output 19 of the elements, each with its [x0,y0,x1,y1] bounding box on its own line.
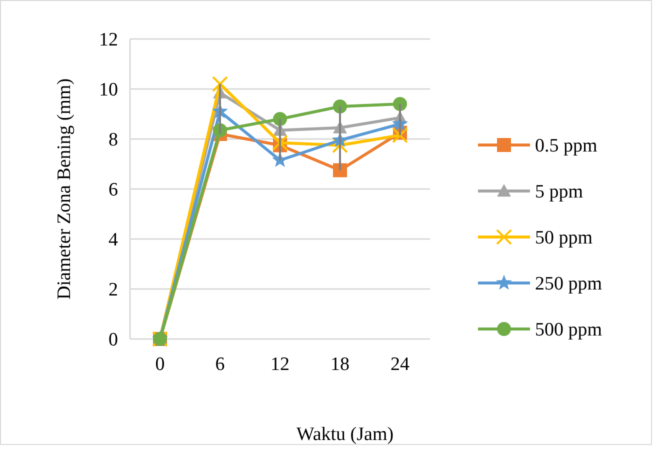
x-tick-label: 6 [215,354,225,375]
x-tick-label: 0 [155,354,165,375]
y-tick-label: 0 [108,330,118,351]
x-tick-label: 12 [270,354,290,375]
y-axis-title: Diameter Zona Bening (mm) [54,78,75,300]
x-tick-label: 18 [330,354,350,375]
x-axis-title: Waktu (Jam) [296,424,394,445]
legend-label: 500 ppm [535,320,602,341]
y-tick-label: 6 [108,180,118,201]
legend-label: 250 ppm [535,274,602,295]
x-tick-label: 24 [390,354,410,375]
legend-label: 50 ppm [535,228,593,249]
y-tick-label: 10 [99,80,118,101]
legend-label: 5 ppm [535,182,584,203]
y-tick-label: 4 [108,230,118,251]
y-tick-label: 12 [99,30,118,51]
legend-label: 0.5 ppm [535,136,598,157]
y-tick-label: 8 [108,130,118,151]
y-tick-label: 2 [108,280,118,301]
